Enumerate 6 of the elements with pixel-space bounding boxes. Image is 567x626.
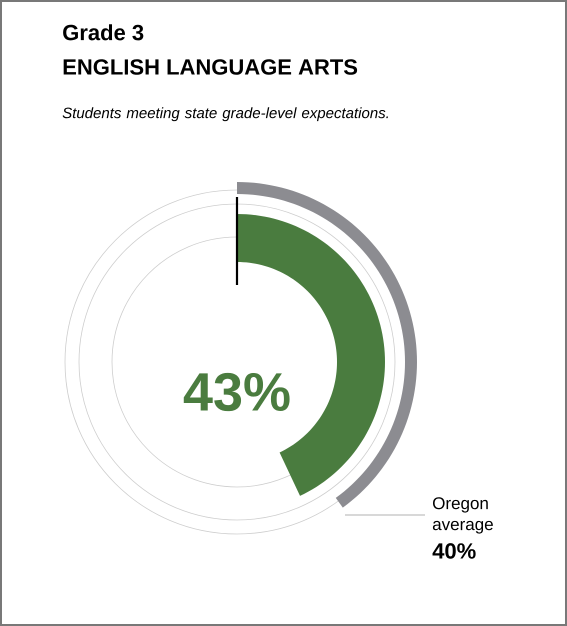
data-label: 40% <box>432 543 476 559</box>
text: Students meeting state grade-level expectations. <box>62 107 388 122</box>
text: ENGLISH LANGUAGE ARTS <box>64 59 358 75</box>
text: Grade 3 <box>63 24 144 40</box>
data-label: 43% <box>184 372 290 412</box>
category-label: Oregon average <box>432 497 493 534</box>
